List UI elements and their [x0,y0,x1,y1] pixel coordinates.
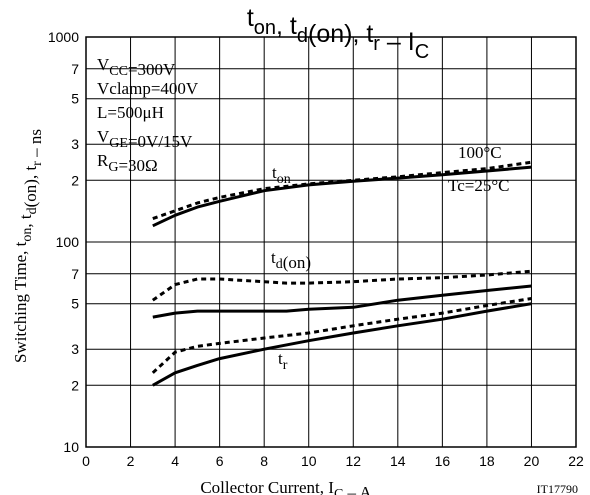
grid [86,37,576,447]
y-tick-label: 2 [71,172,79,188]
x-tick-label: 10 [301,453,317,469]
x-tick-label: 6 [216,453,224,469]
x-tick-label: 4 [171,453,179,469]
figure-id: IT17790 [537,482,578,495]
x-axis-label: Collector Current, IC – A [200,478,372,495]
condition-line: VGE=0V/15V [97,127,193,151]
x-tick-label: 2 [127,453,135,469]
y-tick-label: 7 [71,61,79,77]
y-tick-labels: 10 2 3 5 7 100 2 3 5 7 1000 [48,29,79,455]
y-tick-label: 5 [71,296,79,312]
annotation-t25: Tc=25°C [448,176,509,195]
x-tick-label: 18 [479,453,495,469]
series-line-tr-100C [151,297,532,374]
y-tick-label: 5 [71,91,79,107]
condition-line: RG=30Ω [97,151,158,175]
series-lines [151,160,532,387]
y-tick-label: 1000 [48,29,79,45]
x-tick-label: 12 [345,453,361,469]
annotation-td: td(on) [271,248,311,272]
series-line-tr-25C [152,302,532,387]
series-line-ton-100C [152,160,532,221]
annotation-tr: tr [278,349,288,373]
condition-line: VCC=300V [97,55,176,79]
x-tick-labels: 0 2 4 6 8 10 12 14 16 18 20 22 [82,453,584,469]
y-axis-label: Switching Time, ton, td(on), tr – ns [11,129,45,363]
x-tick-label: 8 [260,453,268,469]
y-tick-label: 100 [56,234,80,250]
x-tick-label: 14 [390,453,406,469]
y-tick-label: 10 [63,439,79,455]
chart-title: ton, td(on), tr – IC [247,4,429,63]
y-tick-label: 3 [71,341,79,357]
condition-line: L=500μH [97,103,164,122]
annotation-t100: 100°C [458,143,502,162]
annotation-ton: ton [272,163,291,187]
series-line-tdon-25C [152,284,532,319]
plot-frame [85,36,577,448]
y-tick-label: 2 [71,377,79,393]
x-tick-label: 16 [435,453,451,469]
text-labels: ton, td(on), tr – IC Collector Current, I… [11,4,578,495]
series-line-tdon-100C [151,269,532,302]
series-line-ton-25C [152,165,532,228]
y-tick-label: 7 [71,266,79,282]
x-tick-label: 22 [568,453,584,469]
x-tick-label: 0 [82,453,90,469]
y-tick-label: 3 [71,136,79,152]
condition-line: Vclamp=400V [97,79,199,98]
x-tick-label: 20 [524,453,540,469]
